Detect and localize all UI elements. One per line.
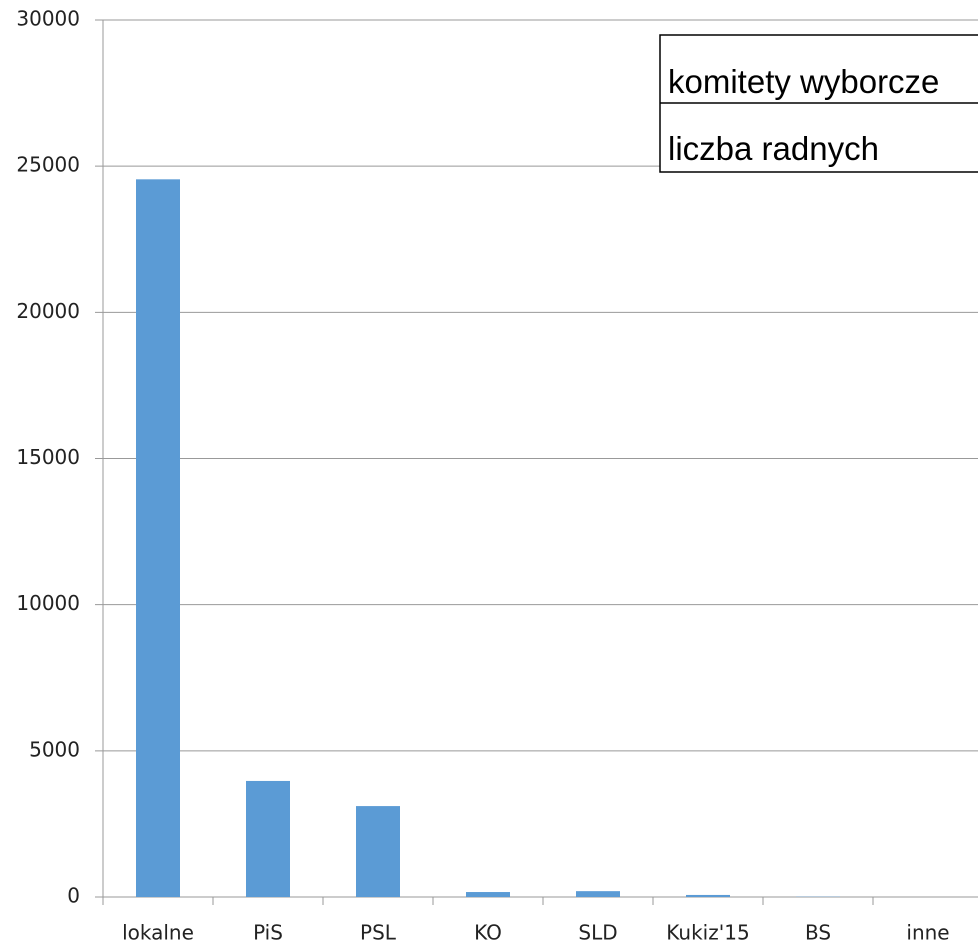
bar bbox=[576, 891, 620, 897]
x-tick-label: inne bbox=[906, 921, 949, 945]
x-tick-label: BS bbox=[805, 921, 831, 945]
bar bbox=[466, 892, 510, 897]
x-tick-label: Kukiz'15 bbox=[666, 921, 749, 945]
y-tick-label: 20000 bbox=[16, 299, 80, 323]
bar bbox=[246, 780, 290, 897]
x-tick-label: lokalne bbox=[122, 921, 194, 945]
bar bbox=[686, 894, 730, 897]
y-tick-label: 15000 bbox=[16, 445, 80, 469]
y-tick-label: 30000 bbox=[16, 7, 80, 31]
y-tick-label: 5000 bbox=[29, 737, 80, 761]
x-tick-label: PiS bbox=[253, 921, 283, 945]
annotation: komitety wyborcze bbox=[668, 63, 939, 100]
annotation: liczba radnych bbox=[668, 130, 879, 167]
y-tick-label: 25000 bbox=[16, 153, 80, 177]
y-tick-label: 0 bbox=[67, 884, 80, 908]
x-tick-label: SLD bbox=[578, 921, 617, 945]
x-tick-label: PSL bbox=[360, 921, 397, 945]
bar bbox=[356, 806, 400, 897]
y-tick-label: 10000 bbox=[16, 591, 80, 615]
bar bbox=[136, 179, 180, 898]
x-tick-label: KO bbox=[474, 921, 502, 945]
